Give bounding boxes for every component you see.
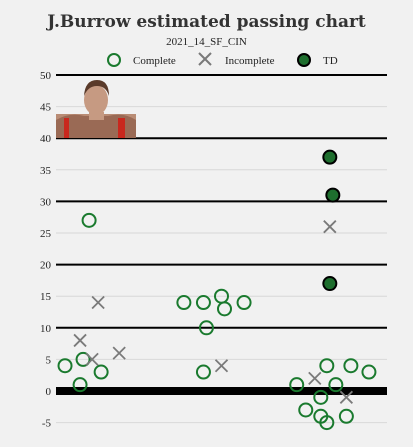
chart-title: J.Burrow estimated passing chart	[47, 12, 366, 32]
incomplete-point	[85, 352, 99, 367]
legend-td-label: TD	[323, 55, 338, 67]
td-point	[322, 276, 338, 292]
y-tick-label: 5	[46, 354, 52, 366]
complete-point	[361, 364, 377, 380]
y-tick-label: 45	[40, 102, 52, 114]
complete-point	[198, 320, 214, 336]
y-tick-label: -5	[42, 418, 52, 430]
complete-point	[195, 295, 211, 311]
complete-point	[195, 364, 211, 380]
incomplete-point	[339, 390, 354, 404]
complete-point	[319, 415, 335, 431]
y-tick-label: 10	[40, 323, 52, 335]
complete-point	[217, 301, 233, 317]
complete-point	[93, 364, 109, 380]
complete-point	[343, 358, 359, 374]
complete-point	[328, 377, 344, 393]
y-tick-label: 25	[40, 228, 52, 240]
incomplete-point	[91, 295, 105, 310]
td-point	[325, 187, 341, 203]
legend-incomplete-marker	[198, 52, 212, 66]
player-photo	[56, 80, 136, 138]
complete-point	[75, 351, 91, 367]
incomplete-point	[214, 359, 229, 373]
incomplete-point	[308, 371, 322, 385]
complete-point	[313, 389, 329, 405]
incomplete-point	[323, 220, 337, 234]
y-tick-label: 35	[40, 165, 52, 177]
y-tick-label: 20	[40, 260, 52, 272]
y-tick-label: 30	[40, 196, 52, 208]
td-point	[322, 149, 338, 165]
complete-point	[81, 212, 97, 228]
complete-point	[319, 358, 335, 374]
incomplete-point	[112, 346, 126, 360]
y-tick-labels: -5 0 5 10 15 20 25 30 35 40 45 50	[40, 70, 52, 430]
y-tick-label: 50	[40, 70, 52, 82]
grid	[56, 74, 387, 424]
incomplete-point	[73, 333, 87, 348]
complete-point	[57, 358, 73, 374]
complete-point	[72, 377, 88, 393]
y-tick-label: 15	[40, 291, 52, 303]
complete-point	[176, 295, 192, 311]
legend-complete-label: Complete	[133, 55, 176, 67]
points	[57, 149, 377, 431]
legend-complete-marker	[107, 53, 121, 67]
legend: Complete Incomplete TD	[107, 52, 338, 67]
complete-point	[289, 377, 305, 393]
chart-subtitle: 2021_14_SF_CIN	[166, 36, 247, 48]
y-tick-label: 40	[40, 133, 52, 145]
y-tick-label: 0	[46, 386, 52, 398]
complete-point	[236, 295, 252, 311]
legend-incomplete-label: Incomplete	[225, 55, 275, 67]
complete-point	[338, 408, 354, 424]
complete-point	[298, 402, 314, 418]
legend-td-marker	[297, 53, 311, 67]
